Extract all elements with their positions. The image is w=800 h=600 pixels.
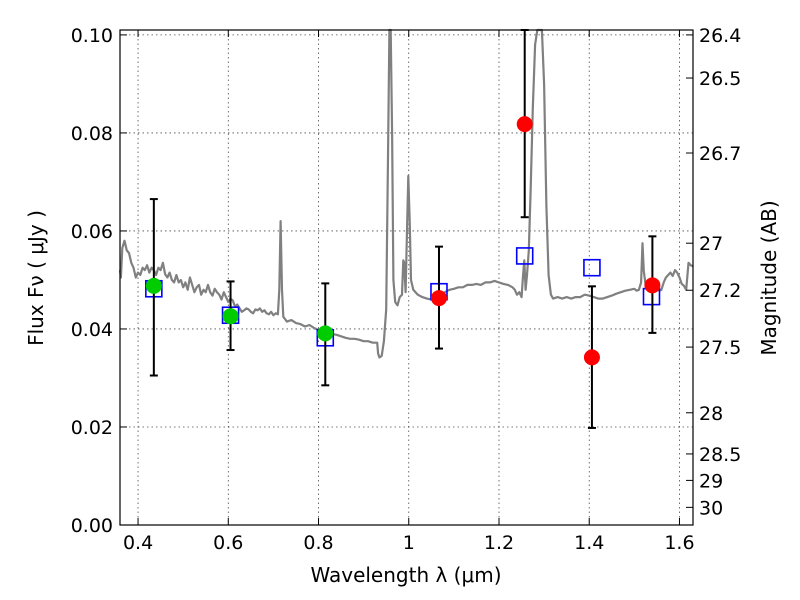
data-point [644, 277, 661, 294]
photometry-points-layer [145, 29, 661, 429]
x-tick-label: 0.8 [303, 532, 333, 554]
magnitude-tick-label: 27 [699, 233, 723, 255]
y-tick-labels: 0.00 0.02 0.04 0.06 0.08 0.10 [71, 25, 113, 537]
data-point [516, 116, 533, 133]
data-point [430, 290, 447, 307]
data-point [222, 308, 239, 325]
x-tick-label: 1.2 [484, 532, 514, 554]
model-square-marker [583, 258, 601, 277]
magnitude-tick-label: 26.7 [699, 143, 741, 165]
spectrum-line [118, 28, 694, 359]
model-square-marker [515, 247, 534, 265]
y-tick-label: 0.08 [71, 123, 113, 145]
ticks [120, 30, 693, 526]
x-tick-label: 1.6 [664, 532, 694, 554]
y-tick-label: 0.00 [71, 515, 113, 537]
magnitude-tick-label: 26.5 [699, 68, 741, 90]
magnitude-tick-label: 28 [699, 403, 723, 425]
magnitude-axis-title: Magnitude (AB) [757, 200, 781, 355]
x-tick-label: 0.4 [123, 532, 153, 554]
magnitude-tick-label: 28.5 [699, 444, 741, 466]
magnitude-tick-labels: 26.4 26.5 26.7 27 27.2 27.5 28 28.5 29 30 [699, 25, 741, 519]
spectrum-layer [118, 28, 694, 359]
y-tick-label: 0.02 [71, 417, 113, 439]
magnitude-tick-label: 27.2 [699, 280, 741, 302]
magnitude-tick-label: 30 [699, 497, 723, 519]
magnitude-tick-label: 29 [699, 470, 723, 492]
magnitude-tick-label: 27.5 [699, 337, 741, 359]
data-point [145, 277, 162, 294]
y-tick-label: 0.10 [71, 25, 113, 47]
x-tick-label: 0.6 [213, 532, 243, 554]
x-axis-title: Wavelength λ (μm) [310, 563, 501, 587]
y-tick-label: 0.06 [71, 221, 113, 243]
x-tick-label: 1 [403, 532, 415, 554]
plot-frame [119, 29, 694, 526]
magnitude-tick-label: 26.4 [699, 25, 741, 47]
y-axis-title: Flux Fν ( μJy ) [24, 210, 48, 346]
data-point [317, 325, 334, 342]
x-tick-labels: 0.4 0.6 0.8 1 1.2 1.4 1.6 [123, 532, 695, 554]
y-tick-label: 0.04 [71, 319, 113, 341]
data-point [583, 349, 600, 366]
x-tick-label: 1.4 [574, 532, 604, 554]
